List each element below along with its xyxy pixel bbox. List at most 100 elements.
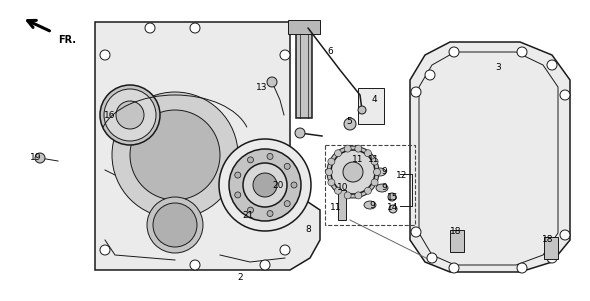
Bar [544, 237, 558, 259]
Text: 13: 13 [256, 83, 268, 92]
Text: 2: 2 [237, 274, 243, 283]
Circle shape [219, 139, 311, 231]
Text: 11: 11 [368, 156, 380, 165]
Circle shape [130, 110, 220, 200]
Circle shape [291, 182, 297, 188]
Circle shape [100, 245, 110, 255]
Circle shape [147, 197, 203, 253]
Polygon shape [95, 22, 320, 270]
Text: 20: 20 [273, 181, 284, 190]
Circle shape [425, 70, 435, 80]
Circle shape [517, 263, 527, 273]
Circle shape [280, 245, 290, 255]
Polygon shape [410, 42, 570, 272]
Circle shape [358, 106, 366, 114]
Circle shape [253, 173, 277, 197]
Circle shape [327, 146, 379, 198]
Bar [288, 20, 320, 34]
Text: 11: 11 [352, 156, 364, 165]
Text: 14: 14 [387, 203, 399, 213]
Circle shape [371, 179, 378, 186]
Circle shape [344, 145, 351, 152]
Circle shape [411, 87, 421, 97]
Circle shape [120, 100, 230, 210]
Circle shape [284, 163, 290, 169]
Circle shape [284, 201, 290, 207]
Circle shape [153, 203, 197, 247]
Circle shape [328, 179, 335, 186]
Bar [450, 230, 464, 252]
Circle shape [371, 158, 378, 165]
Circle shape [344, 118, 356, 130]
Ellipse shape [364, 201, 376, 209]
Circle shape [280, 50, 290, 60]
Circle shape [100, 85, 160, 145]
Circle shape [411, 227, 421, 237]
Circle shape [560, 90, 570, 100]
Text: 9: 9 [381, 167, 387, 176]
Circle shape [267, 154, 273, 160]
Ellipse shape [374, 168, 386, 176]
Circle shape [328, 158, 335, 165]
Bar [358, 88, 384, 124]
Circle shape [326, 169, 333, 175]
Text: 11: 11 [330, 203, 342, 212]
Circle shape [295, 128, 305, 138]
Circle shape [449, 263, 459, 273]
Circle shape [365, 150, 372, 157]
Bar [338, 190, 346, 220]
Circle shape [373, 169, 381, 175]
Circle shape [355, 192, 362, 199]
Circle shape [145, 23, 155, 33]
Text: 19: 19 [30, 154, 42, 163]
Text: 15: 15 [387, 193, 399, 201]
Circle shape [449, 47, 459, 57]
Text: 4: 4 [371, 95, 377, 104]
Circle shape [427, 253, 437, 263]
Ellipse shape [376, 184, 388, 192]
Circle shape [267, 211, 273, 216]
Circle shape [344, 192, 351, 199]
Circle shape [260, 260, 270, 270]
Circle shape [335, 150, 342, 157]
Circle shape [335, 187, 342, 194]
Text: 18: 18 [542, 235, 554, 244]
Circle shape [190, 23, 200, 33]
Text: 3: 3 [495, 64, 501, 73]
Text: 12: 12 [396, 172, 408, 181]
Text: 9: 9 [369, 200, 375, 209]
Circle shape [517, 47, 527, 57]
Text: 9: 9 [381, 184, 387, 193]
Text: 8: 8 [305, 225, 311, 234]
Circle shape [247, 157, 254, 163]
Text: 10: 10 [337, 184, 349, 193]
Circle shape [547, 60, 557, 70]
Circle shape [247, 207, 254, 213]
Text: 21: 21 [242, 210, 254, 219]
Circle shape [243, 163, 287, 207]
Circle shape [112, 92, 238, 218]
Text: FR.: FR. [58, 35, 76, 45]
Circle shape [547, 253, 557, 263]
Circle shape [235, 172, 241, 178]
Circle shape [355, 145, 362, 152]
Circle shape [131, 111, 219, 199]
Bar [296, 28, 312, 118]
Text: 5: 5 [346, 117, 352, 126]
Circle shape [235, 192, 241, 198]
Circle shape [331, 150, 375, 194]
Circle shape [267, 77, 277, 87]
Circle shape [229, 149, 301, 221]
Circle shape [388, 193, 396, 201]
Circle shape [389, 205, 397, 213]
Circle shape [365, 187, 372, 194]
Circle shape [343, 162, 363, 182]
Circle shape [104, 89, 156, 141]
Circle shape [560, 230, 570, 240]
Circle shape [100, 50, 110, 60]
Bar [325, 145, 415, 225]
Circle shape [116, 101, 144, 129]
Text: 16: 16 [104, 110, 116, 119]
Text: 18: 18 [450, 228, 462, 237]
Text: 6: 6 [327, 48, 333, 57]
